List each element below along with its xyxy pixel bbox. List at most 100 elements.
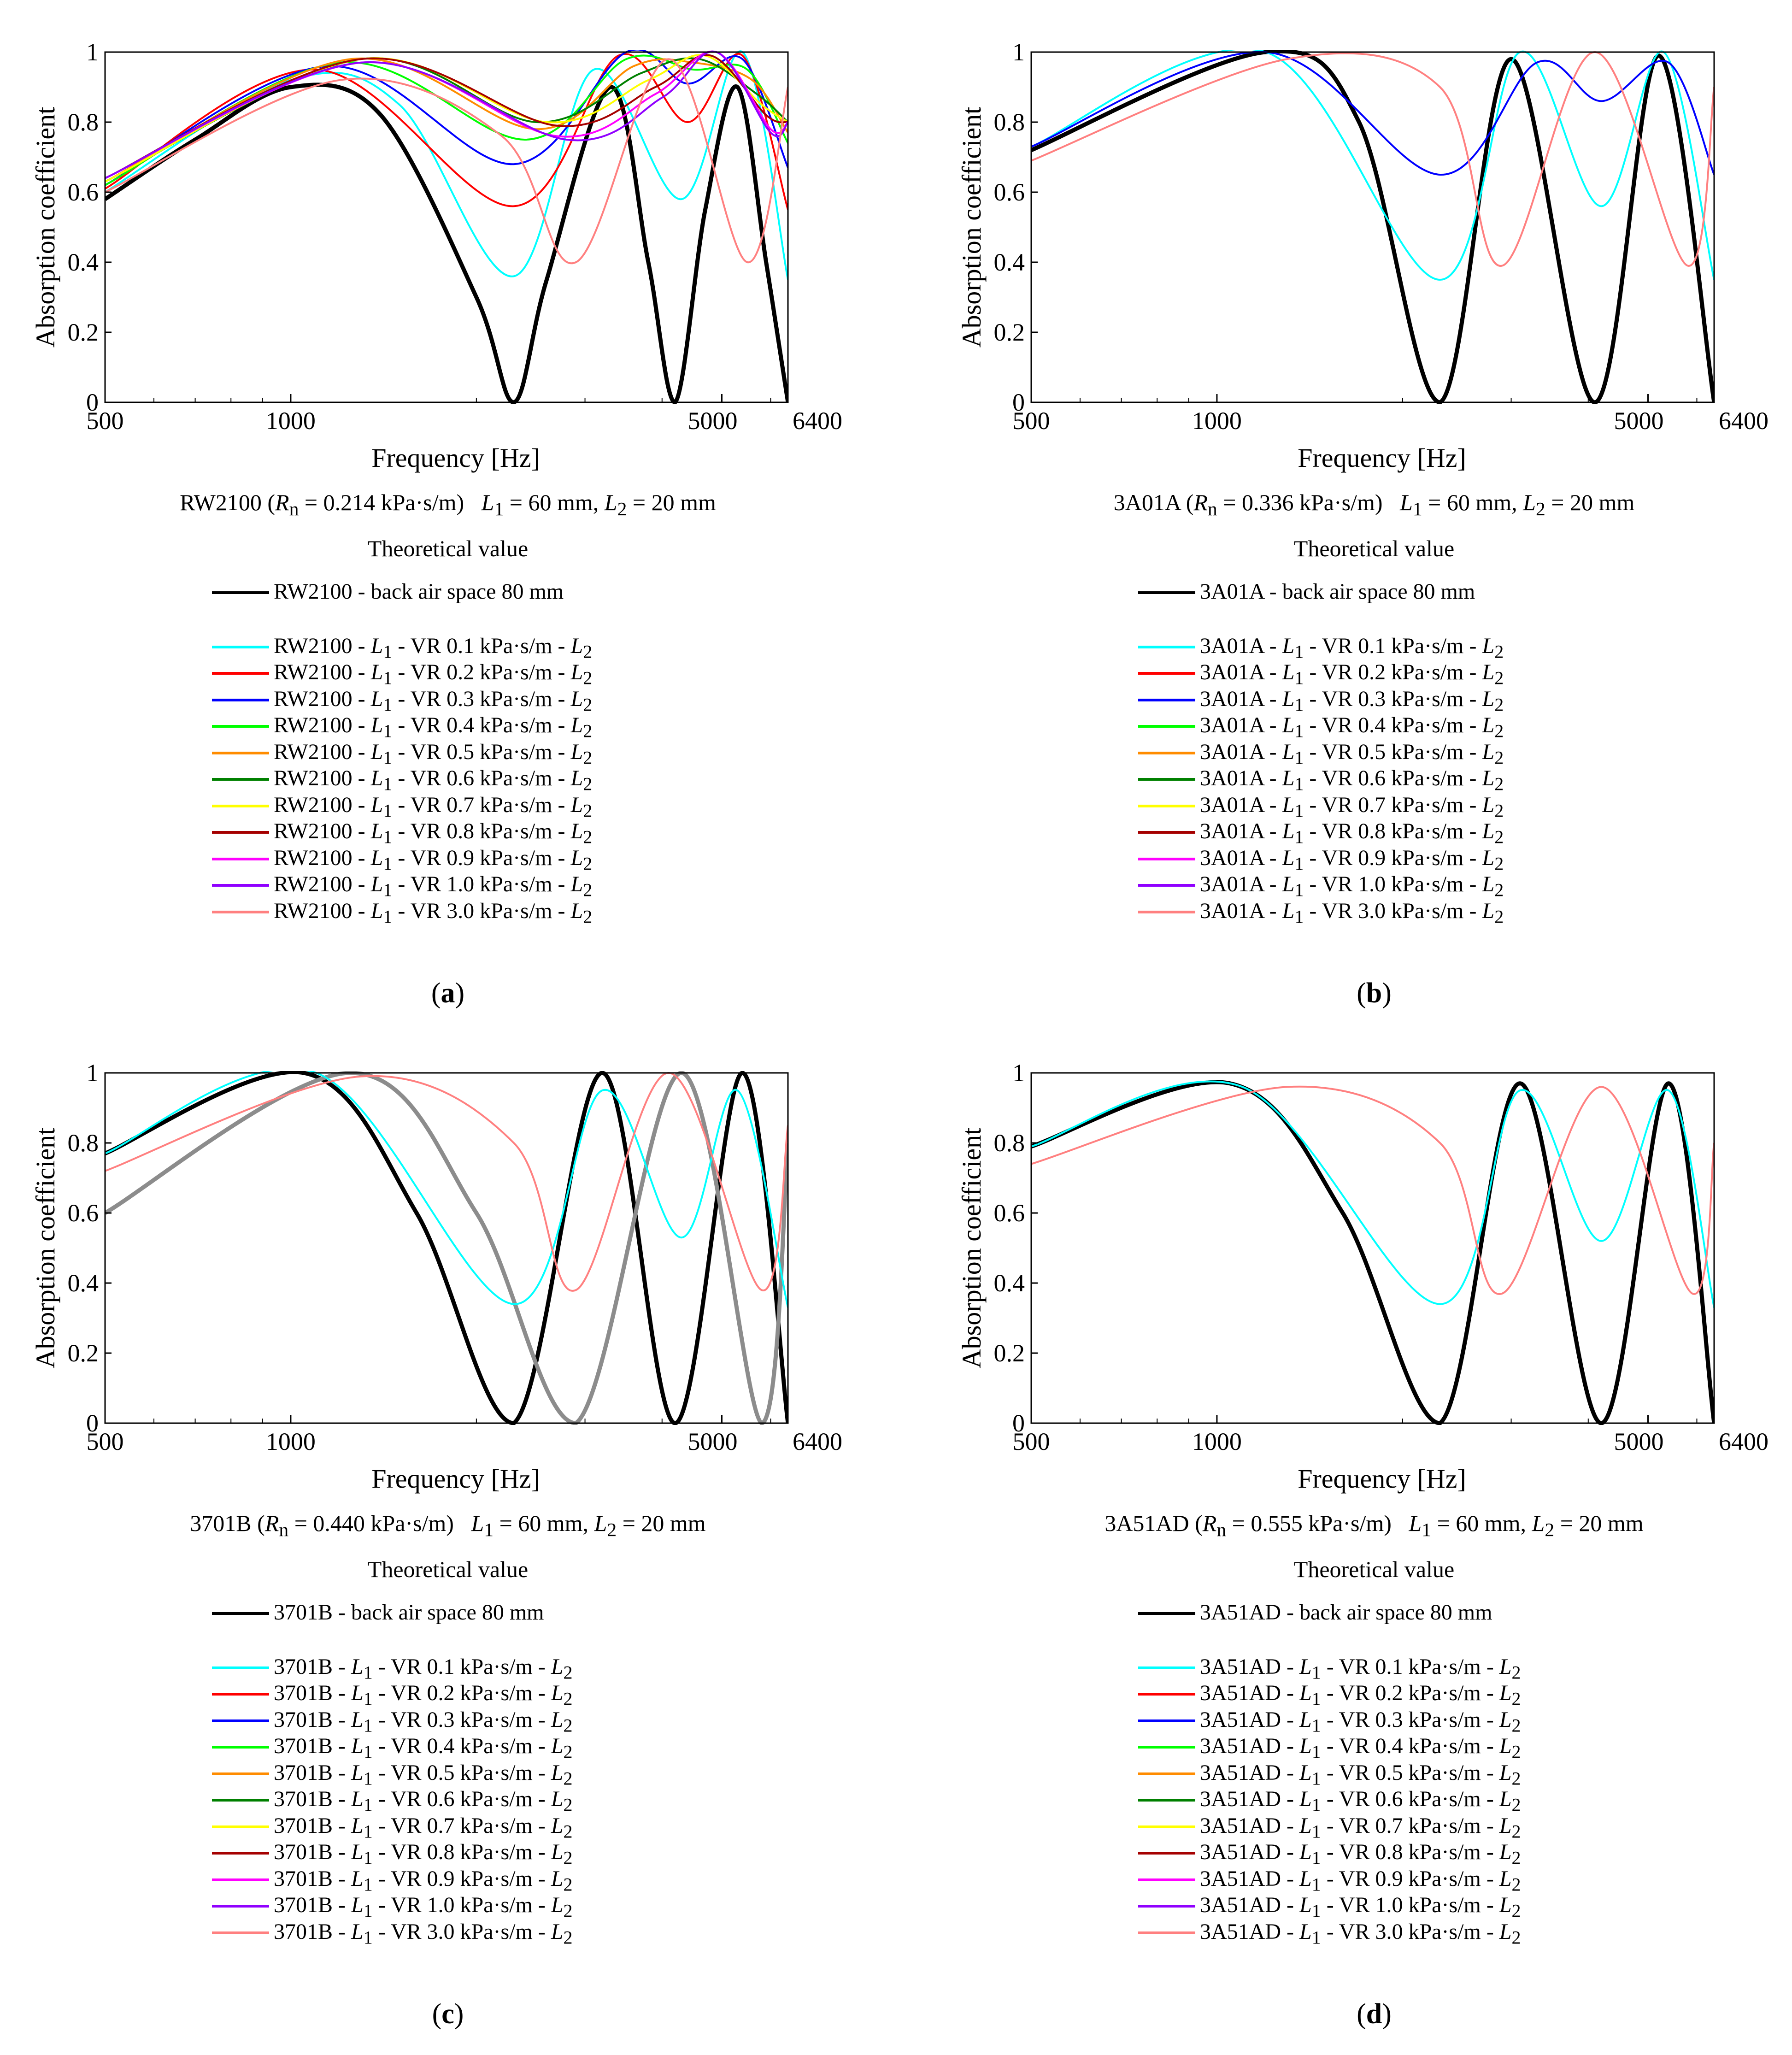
x-tick-label: 6400 [1719,1428,1768,1455]
legend-label: 3701B - L1 - VR 0.1 kPa·s/m - L2 [274,1654,573,1683]
panel-a-caption: RW2100 (Rn = 0.214 kPa·s/m) L1 = 60 mm, … [180,489,716,520]
series-line-purple [105,50,788,179]
plot-area [105,1071,788,1425]
legend-label: 3A01A - back air space 80 mm [1200,579,1475,604]
x-tick-label: 5000 [1614,1428,1663,1455]
legend-label: RW2100 - L1 - VR 0.7 kPa·s/m - L2 [274,792,593,821]
legend-label: 3701B - back air space 80 mm [274,1600,544,1625]
legend-swatch [1138,1746,1195,1749]
legend-label: 3701B - L1 - VR 0.3 kPa·s/m - L2 [274,1707,573,1736]
legend-label: 3A01A - L1 - VR 0.2 kPa·s/m - L2 [1200,660,1504,689]
x-tick-label: 6400 [793,1428,842,1455]
legend-label: 3701B - L1 - VR 0.4 kPa·s/m - L2 [274,1734,573,1762]
legend-label: 3A01A - L1 - VR 3.0 kPa·s/m - L2 [1200,898,1504,927]
legend-label: 3A01A - L1 - VR 0.3 kPa·s/m - L2 [1200,686,1504,715]
legend-swatch [212,591,269,594]
y-tick-label: 1 [86,1059,99,1087]
series-line-salmon [105,1072,788,1292]
legend-label: 3A51AD - L1 - VR 3.0 kPa·s/m - L2 [1200,1919,1521,1948]
x-tick-label: 5000 [687,1428,737,1455]
legend-label: 3A51AD - L1 - VR 1.0 kPa·s/m - L2 [1200,1893,1521,1921]
legend-label: 3A51AD - back air space 80 mm [1200,1600,1492,1625]
plot-frame [104,1072,789,1424]
series-line-black [105,1071,788,1425]
legend-swatch [212,1666,269,1669]
panel-letter-a: (a) [431,977,465,1009]
legend-label: 3A51AD - L1 - VR 0.4 kPa·s/m - L2 [1200,1734,1521,1762]
legend-swatch [212,1825,269,1828]
legend-label: 3A01A - L1 - VR 0.4 kPa·s/m - L2 [1200,713,1504,742]
legend-label: 3A51AD - L1 - VR 0.2 kPa·s/m - L2 [1200,1681,1521,1709]
legend-label: RW2100 - L1 - VR 0.2 kPa·s/m - L2 [274,660,593,689]
legend-swatch [1138,884,1195,887]
legend-swatch [212,1931,269,1934]
legend-swatch [1138,1878,1195,1881]
legend-label: RW2100 - L1 - VR 0.3 kPa·s/m - L2 [274,686,593,715]
y-tick-label: 1 [1012,38,1025,66]
theoretical-label: Theoretical value [1293,536,1455,561]
y-axis-label: Absorption coefficient [30,107,60,347]
x-tick-label: 500 [87,407,124,435]
plot-area [1031,1080,1714,1425]
legend-swatch [212,804,269,807]
legend-swatch [212,1612,269,1615]
legend-label: 3A51AD - L1 - VR 0.8 kPa·s/m - L2 [1200,1840,1521,1868]
series-line-blue [105,50,788,186]
legend-swatch [1138,1905,1195,1908]
legend-swatch [1138,1612,1195,1615]
y-tick-label: 0.2 [68,1339,99,1367]
y-tick-label: 0.2 [994,1339,1025,1367]
legend-swatch [1138,1693,1195,1696]
y-tick-label: 0.8 [994,1129,1025,1157]
y-tick-label: 0.2 [68,318,99,346]
x-tick-label: 1000 [1192,407,1242,435]
legend-label: RW2100 - L1 - VR 0.6 kPa·s/m - L2 [274,766,593,795]
y-tick-label: 0.6 [994,1199,1025,1227]
panel-c-caption: 3701B (Rn = 0.440 kPa·s/m) L1 = 60 mm, L… [190,1510,706,1541]
plot-frame [104,51,789,403]
legend-label: RW2100 - L1 - VR 0.1 kPa·s/m - L2 [274,633,593,662]
legend-label: 3A51AD - L1 - VR 0.9 kPa·s/m - L2 [1200,1866,1521,1895]
y-tick-label: 0.6 [994,178,1025,206]
y-tick-label: 0.4 [68,1269,99,1297]
x-tick-label: 6400 [1719,407,1768,435]
legend-swatch [1138,831,1195,834]
legend-label: RW2100 - L1 - VR 1.0 kPa·s/m - L2 [274,872,593,901]
series-line-salmon [1031,51,1714,267]
legend-label: 3A51AD - L1 - VR 0.7 kPa·s/m - L2 [1200,1813,1521,1842]
theoretical-label: Theoretical value [367,536,529,561]
y-tick-label: 0.4 [994,1269,1025,1297]
legend-swatch [1138,1852,1195,1855]
series-line-black [1031,50,1714,404]
legend-swatch [1138,778,1195,781]
legend-label: 3701B - L1 - VR 0.5 kPa·s/m - L2 [274,1760,573,1789]
y-tick-label: 0 [86,1409,99,1437]
theoretical-label: Theoretical value [1293,1556,1455,1582]
legend-swatch [1138,857,1195,860]
series-line-red [105,53,788,210]
legend-label: 3A51AD - L1 - VR 0.6 kPa·s/m - L2 [1200,1787,1521,1815]
x-axis-label: Frequency [Hz] [1298,443,1466,473]
series-line-cyan [1031,1080,1714,1308]
legend-label: 3A51AD - L1 - VR 0.3 kPa·s/m - L2 [1200,1707,1521,1736]
legend-swatch [1138,804,1195,807]
legend-swatch [1138,1666,1195,1669]
legend-label: 3701B - L1 - VR 3.0 kPa·s/m - L2 [274,1919,573,1948]
y-axis-label: Absorption coefficient [30,1128,60,1368]
legend-swatch [212,672,269,675]
theoretical-label: Theoretical value [367,1556,529,1582]
legend-swatch [212,1878,269,1881]
x-tick-label: 500 [1013,407,1050,435]
legend-swatch [1138,591,1195,594]
legend-label: 3A01A - L1 - VR 0.8 kPa·s/m - L2 [1200,819,1504,848]
y-tick-label: 0.8 [994,108,1025,136]
y-tick-label: 1 [86,38,99,66]
y-tick-label: 0 [86,389,99,416]
y-tick-label: 0 [1012,1409,1025,1437]
legend-swatch [212,1852,269,1855]
y-tick-label: 0.8 [68,108,99,136]
legend-swatch [212,1799,269,1802]
legend-swatch [212,1693,269,1696]
legend-label: 3701B - L1 - VR 1.0 kPa·s/m - L2 [274,1893,573,1921]
legend-swatch [1138,725,1195,728]
